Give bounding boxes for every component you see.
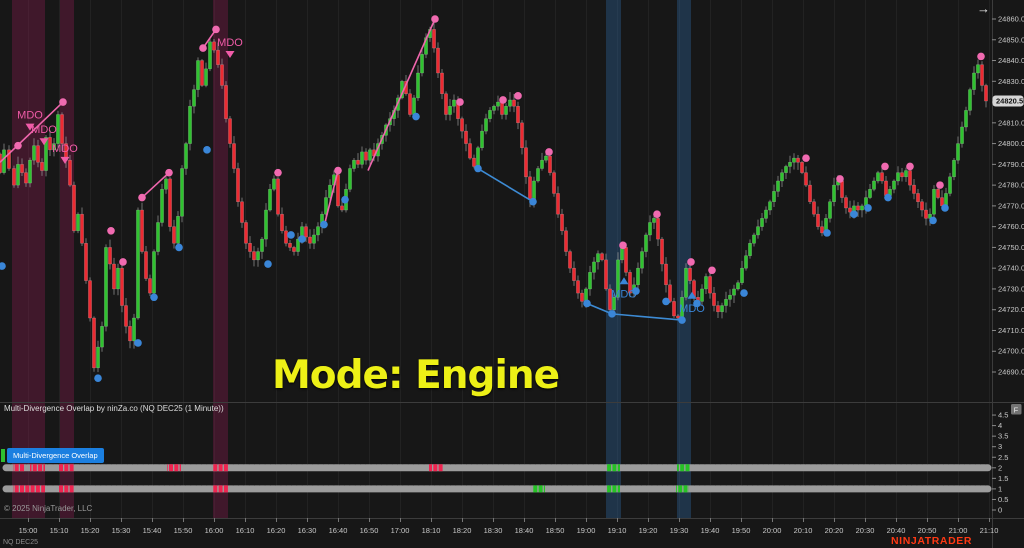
svg-text:15:30: 15:30 — [112, 526, 131, 535]
pan-right-arrow-icon[interactable]: → — [977, 1, 990, 16]
svg-text:15:40: 15:40 — [143, 526, 162, 535]
indicator-panel-title: Multi-Divergence Overlap by ninZa.co (NQ… — [4, 404, 224, 413]
indicator-axis[interactable]: 4.54 3.53 2.52 1.51 0.5 0 — [992, 411, 1008, 515]
svg-text:20:00: 20:00 — [763, 526, 782, 535]
svg-text:24720.00: 24720.00 — [998, 305, 1024, 314]
svg-text:24830.00: 24830.00 — [998, 77, 1024, 86]
svg-text:24790.00: 24790.00 — [998, 160, 1024, 169]
svg-text:0: 0 — [998, 506, 1002, 515]
svg-text:20:50: 20:50 — [918, 526, 937, 535]
svg-text:20:20: 20:20 — [825, 526, 844, 535]
svg-text:16:40: 16:40 — [329, 526, 348, 535]
svg-text:24850.00: 24850.00 — [998, 35, 1024, 44]
svg-text:MDO: MDO — [17, 110, 43, 122]
svg-text:24740.00: 24740.00 — [998, 264, 1024, 273]
divergence-zones — [12, 0, 691, 518]
svg-text:3: 3 — [998, 442, 1002, 451]
instrument-label: NQ DEC25 — [3, 539, 39, 546]
svg-text:19:40: 19:40 — [701, 526, 720, 535]
svg-text:15:20: 15:20 — [81, 526, 100, 535]
svg-text:24760.00: 24760.00 — [998, 222, 1024, 231]
svg-text:18:20: 18:20 — [453, 526, 472, 535]
svg-text:15:00: 15:00 — [19, 526, 38, 535]
svg-text:20:30: 20:30 — [856, 526, 875, 535]
svg-text:4: 4 — [998, 421, 1002, 430]
svg-text:24730.00: 24730.00 — [998, 284, 1024, 293]
svg-text:1: 1 — [998, 484, 1002, 493]
svg-text:21:10: 21:10 — [980, 526, 999, 535]
svg-text:19:50: 19:50 — [732, 526, 751, 535]
svg-text:20:10: 20:10 — [794, 526, 813, 535]
f-button[interactable]: F — [1011, 404, 1022, 415]
svg-text:24800.00: 24800.00 — [998, 139, 1024, 148]
svg-text:MDO: MDO — [611, 288, 637, 300]
mode-banner: Mode: Engine — [272, 353, 560, 398]
price-axis[interactable]: 24860.0024850.0024840.0024830.0024820.00… — [992, 15, 1024, 377]
svg-text:16:50: 16:50 — [360, 526, 379, 535]
svg-text:19:00: 19:00 — [577, 526, 596, 535]
svg-text:17:00: 17:00 — [391, 526, 410, 535]
svg-text:4.5: 4.5 — [998, 411, 1008, 420]
svg-text:24750.00: 24750.00 — [998, 243, 1024, 252]
indicator-color-swatch — [1, 449, 5, 462]
indicator-chip[interactable]: Multi-Divergence Overlap — [7, 448, 104, 463]
svg-text:3.5: 3.5 — [998, 432, 1008, 441]
svg-text:MDO: MDO — [679, 303, 705, 315]
time-gridlines — [28, 0, 990, 518]
pink-swing-dots — [14, 15, 985, 275]
ninjatrader-logo: NINJATRADER — [891, 535, 973, 547]
svg-text:15:50: 15:50 — [174, 526, 193, 535]
mdo-labels-pink: MDO MDO MDO MDO — [17, 37, 243, 164]
svg-text:24810.00: 24810.00 — [998, 118, 1024, 127]
svg-text:24780.00: 24780.00 — [998, 181, 1024, 190]
signal-bars — [2, 464, 992, 493]
copyright-text: © 2025 NinjaTrader, LLC — [4, 504, 93, 513]
svg-text:1.5: 1.5 — [998, 474, 1008, 483]
mdo-labels-blue: MDO MDO — [611, 277, 705, 315]
svg-text:21:00: 21:00 — [949, 526, 968, 535]
svg-text:MDO: MDO — [52, 143, 78, 155]
svg-text:0.5: 0.5 — [998, 495, 1008, 504]
svg-text:24820.50: 24820.50 — [996, 97, 1024, 106]
svg-text:2.5: 2.5 — [998, 453, 1008, 462]
blue-divergence-lines — [477, 167, 683, 321]
svg-text:16:10: 16:10 — [236, 526, 255, 535]
svg-text:24710.00: 24710.00 — [998, 326, 1024, 335]
last-price-marker: 24820.50 — [992, 95, 1024, 107]
svg-text:16:20: 16:20 — [267, 526, 286, 535]
svg-text:18:10: 18:10 — [422, 526, 441, 535]
blue-swing-dots — [0, 112, 949, 383]
svg-text:19:30: 19:30 — [670, 526, 689, 535]
svg-text:24690.00: 24690.00 — [998, 368, 1024, 377]
svg-text:2: 2 — [998, 463, 1002, 472]
svg-text:18:40: 18:40 — [515, 526, 534, 535]
svg-text:24770.00: 24770.00 — [998, 201, 1024, 210]
time-axis[interactable]: 15:00 15:10 15:20 15:30 15:40 15:50 16:00 16:10… — [19, 518, 999, 535]
svg-text:16:00: 16:00 — [205, 526, 224, 535]
svg-text:24700.00: 24700.00 — [998, 347, 1024, 356]
svg-text:16:30: 16:30 — [298, 526, 317, 535]
svg-text:F: F — [1014, 405, 1019, 414]
svg-text:18:30: 18:30 — [484, 526, 503, 535]
pink-divergence-lines — [0, 18, 436, 223]
svg-text:20:40: 20:40 — [887, 526, 906, 535]
svg-text:MDO: MDO — [217, 37, 243, 49]
svg-text:19:10: 19:10 — [608, 526, 627, 535]
svg-text:18:50: 18:50 — [546, 526, 565, 535]
svg-text:MDO: MDO — [31, 124, 57, 136]
svg-text:24860.00: 24860.00 — [998, 15, 1024, 24]
svg-text:19:20: 19:20 — [639, 526, 658, 535]
svg-text:24840.00: 24840.00 — [998, 56, 1024, 65]
svg-text:15:10: 15:10 — [50, 526, 69, 535]
